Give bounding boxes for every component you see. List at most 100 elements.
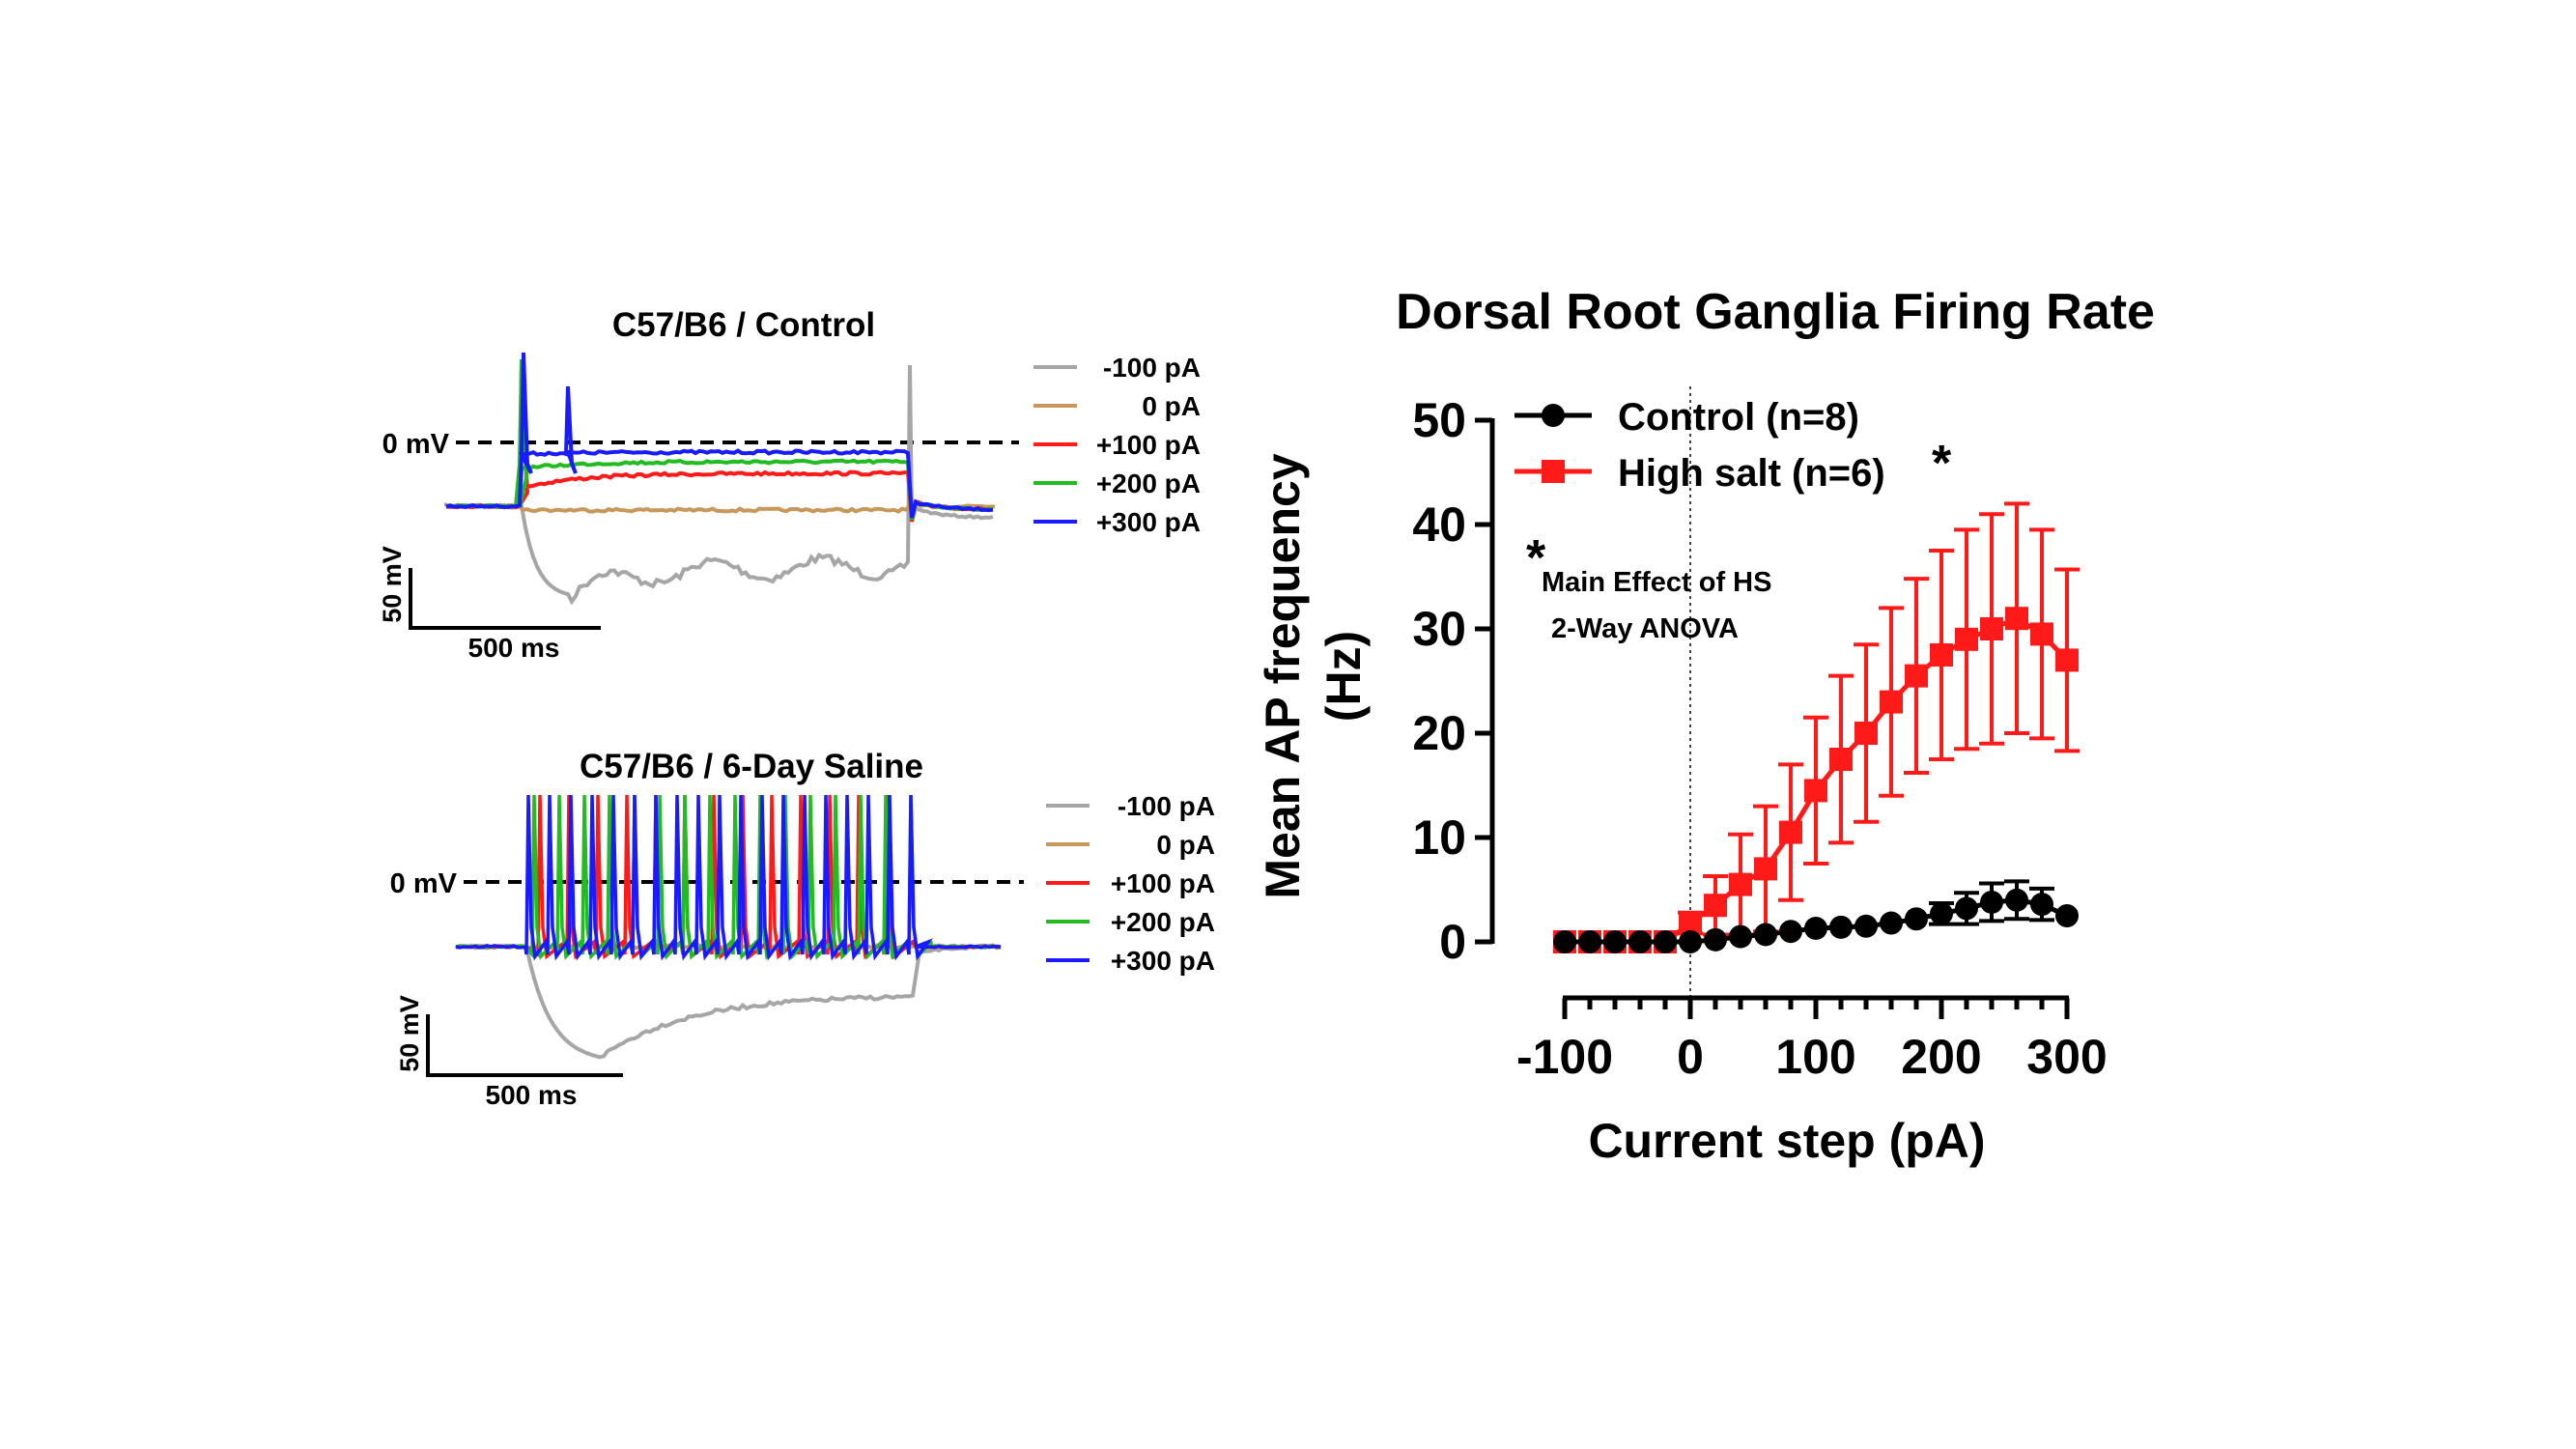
- trace-panel-saline: C57/B6 / 6-Day Saline 0 mV 50 mV 500 ms …: [390, 748, 1215, 1110]
- trace-legend-label: +200 pA: [1096, 469, 1201, 498]
- annotation-main-effect: Main Effect of HS: [1542, 567, 1771, 598]
- trace-legend-label: -100 pA: [1103, 353, 1201, 383]
- data-point: [1980, 890, 2003, 914]
- trace-minus-100pa: [444, 364, 994, 606]
- legend-label: High salt (n=6): [1618, 452, 1885, 495]
- data-point: [1679, 930, 1702, 953]
- data-point: [1578, 930, 1601, 953]
- data-point: [1779, 920, 1802, 944]
- trace-legend: -100 pA 0 pA +100 pA +200 pA +300 pA: [1046, 791, 1215, 976]
- data-point: [1955, 627, 1978, 651]
- trace-title: C57/B6 / 6-Day Saline: [580, 748, 923, 785]
- significance-star-left: *: [1526, 530, 1546, 586]
- x-tick-label: -100: [1516, 1030, 1613, 1084]
- data-point: [1905, 664, 1928, 688]
- voltage-traces: [454, 794, 1002, 1060]
- data-point: [1854, 914, 1878, 938]
- data-point: [1704, 894, 1727, 918]
- data-point: [1628, 930, 1652, 953]
- data-point: [1980, 617, 2003, 640]
- y-tick-label: 40: [1412, 497, 1466, 552]
- scale-time-label: 500 ms: [468, 633, 560, 663]
- scale-voltage-label: 50 mV: [395, 995, 424, 1072]
- trace-legend-label: +300 pA: [1096, 507, 1201, 537]
- data-point: [1603, 930, 1627, 953]
- zero-mv-label: 0 mV: [390, 868, 458, 899]
- trace-spiking: [455, 794, 1002, 961]
- data-point: [1729, 872, 1752, 896]
- data-point: [1779, 820, 1802, 844]
- trace-legend-item: +300 pA: [1033, 507, 1201, 537]
- legend-item: High salt (n=6): [1514, 452, 1885, 495]
- series-control: [1553, 879, 2079, 953]
- chart-title: Dorsal Root Ganglia Firing Rate: [1396, 284, 2155, 340]
- x-tick-label: 100: [1775, 1030, 1855, 1084]
- data-point: [1704, 927, 1727, 952]
- y-tick-label: 30: [1412, 602, 1466, 656]
- trace-legend-item: +200 pA: [1033, 469, 1201, 498]
- legend-label: Control (n=8): [1618, 396, 1859, 439]
- data-point: [2055, 648, 2079, 672]
- zero-mv-label: 0 mV: [382, 429, 450, 460]
- data-point: [1829, 748, 1853, 771]
- data-point: [2005, 607, 2028, 631]
- trace-legend-item: -100 pA: [1033, 353, 1201, 383]
- data-point: [1880, 911, 1903, 935]
- data-point: [1905, 907, 1928, 931]
- trace-legend-label: +100 pA: [1111, 868, 1215, 898]
- data-point: [1854, 722, 1878, 745]
- data-point: [1729, 924, 1752, 949]
- y-tick-label: 0: [1439, 915, 1466, 969]
- trace-legend-label: +300 pA: [1111, 946, 1215, 976]
- trace-legend-item: -100 pA: [1046, 791, 1215, 821]
- series-layer: [1553, 501, 2080, 953]
- scale-voltage-label: 50 mV: [378, 546, 407, 623]
- data-point: [1804, 779, 1827, 803]
- legend-marker: [1542, 404, 1565, 427]
- trace-legend-label: -100 pA: [1118, 791, 1215, 821]
- trace-legend-label: +200 pA: [1111, 907, 1215, 937]
- y-tick-label: 20: [1412, 706, 1466, 760]
- data-point: [1553, 930, 1576, 953]
- y-axis-label-line1: Mean AP frequency: [1256, 453, 1310, 898]
- data-point: [1955, 896, 1978, 921]
- legend-item: Control (n=8): [1514, 396, 1859, 439]
- data-point: [1654, 930, 1677, 953]
- trace-legend-label: 0 pA: [1142, 391, 1201, 421]
- data-point: [1930, 643, 1953, 667]
- trace-legend-label: +100 pA: [1096, 430, 1201, 460]
- x-axis-label: Current step (pA): [1588, 1114, 1985, 1168]
- scale-time-label: 500 ms: [486, 1080, 578, 1110]
- trace-legend: -100 pA 0 pA +100 pA +200 pA +300 pA: [1033, 353, 1201, 537]
- data-point: [1754, 923, 1777, 947]
- trace-legend-item: +100 pA: [1033, 430, 1201, 460]
- y-tick-label: 10: [1412, 810, 1466, 865]
- data-point: [1804, 916, 1827, 940]
- trace-legend-item: +100 pA: [1046, 868, 1215, 898]
- firing-rate-chart: Dorsal Root Ganglia Firing Rate Mean AP …: [1256, 284, 2155, 1168]
- trace-title: C57/B6 / Control: [612, 306, 875, 344]
- legend-marker: [1542, 460, 1565, 483]
- trace-legend-item: +300 pA: [1046, 946, 1215, 976]
- data-point: [2005, 888, 2028, 912]
- axes: 0 10 20 30 40 50 -100 0 100 200 300: [1412, 386, 2108, 1084]
- trace-depolarizing: [445, 352, 994, 519]
- annotation-anova: 2-Way ANOVA: [1551, 613, 1739, 644]
- trace-panel-control: C57/B6 / Control 0 mV 50 mV 500 ms -100 …: [378, 306, 1201, 663]
- voltage-traces: [444, 352, 996, 606]
- y-tick-label: 50: [1412, 393, 1466, 447]
- data-point: [1754, 857, 1777, 881]
- chart-legend: Control (n=8) High salt (n=6) *: [1514, 396, 1952, 495]
- x-tick-label: 300: [2026, 1030, 2107, 1084]
- data-point: [1880, 690, 1903, 714]
- significance-star-legend: *: [1932, 436, 1952, 492]
- trace-minus-100pa: [455, 943, 1002, 1060]
- trace-legend-item: 0 pA: [1046, 830, 1215, 860]
- data-point: [1829, 915, 1853, 939]
- x-tick-label: 0: [1677, 1030, 1704, 1084]
- data-point: [2055, 904, 2079, 927]
- x-tick-label: 200: [1901, 1030, 1981, 1084]
- trace-legend-item: +200 pA: [1046, 907, 1215, 937]
- data-point: [1930, 901, 1953, 925]
